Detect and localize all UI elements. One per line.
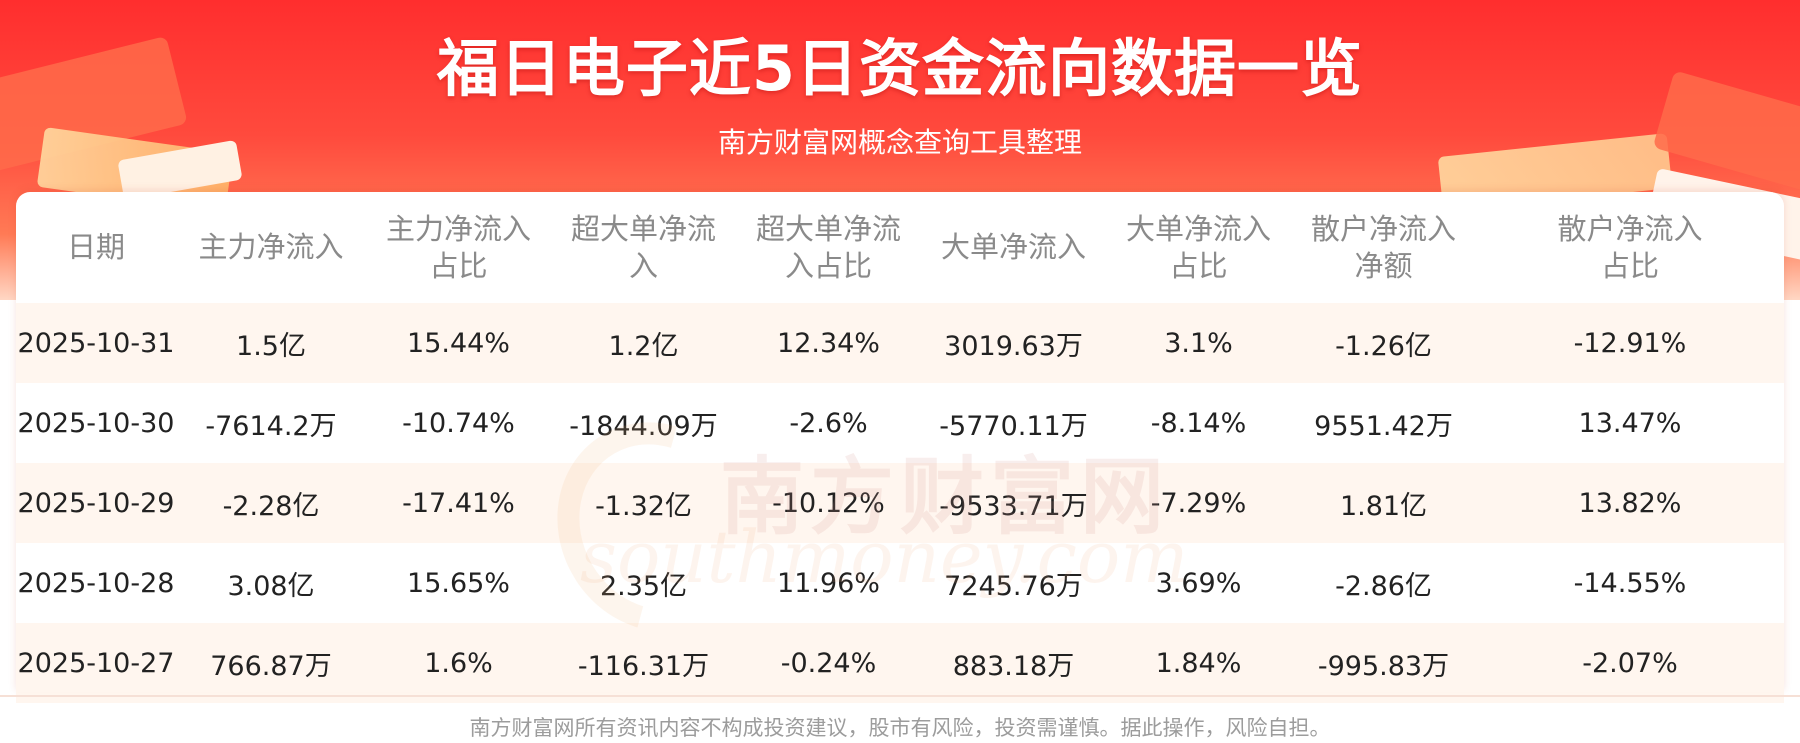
value-cell: 11.96%: [736, 543, 921, 623]
value-cell: -7.29%: [1106, 463, 1291, 543]
value-cell: -5770.11万: [921, 383, 1106, 463]
value-cell: -7614.2万: [176, 383, 366, 463]
table-body: 2025-10-31 1.5亿 15.44% 1.2亿 12.34% 3019.63万 3.…: [16, 303, 1784, 703]
value-cell: 1.2亿: [551, 303, 736, 383]
value-cell: 9551.42万: [1291, 383, 1476, 463]
column-header-line: 主力净流入: [198, 230, 344, 264]
value-cell: -1844.09万: [551, 383, 736, 463]
column-header-line: 超大单净流: [570, 211, 716, 246]
column-header-line: 散户净流入: [1310, 211, 1456, 246]
value-cell: 1.6%: [366, 623, 551, 703]
date-cell: 2025-10-31: [16, 303, 176, 383]
date-cell: 2025-10-27: [16, 623, 176, 703]
value-cell: 1.5亿: [176, 303, 366, 383]
table-row: 2025-10-28 3.08亿 15.65% 2.35亿 11.96% 7245.76万…: [16, 543, 1784, 623]
value-cell: 15.44%: [366, 303, 551, 383]
value-cell: -2.07%: [1476, 623, 1784, 703]
value-cell: 15.65%: [366, 543, 551, 623]
value-cell: -10.74%: [366, 383, 551, 463]
value-cell: -2.28亿: [176, 463, 366, 543]
value-cell: -14.55%: [1476, 543, 1784, 623]
value-cell: -1.32亿: [551, 463, 736, 543]
value-cell: -116.31万: [551, 623, 736, 703]
column-header-line: 入: [628, 248, 658, 283]
value-cell: -8.14%: [1106, 383, 1291, 463]
column-header-line: 占比: [429, 248, 488, 283]
value-cell: 1.81亿: [1291, 463, 1476, 543]
fund-flow-table: 日期 主力净流入 主力净流入 占比 超大单净流入超大单净流 入占比 大单净流入 大单净流入 占比…: [16, 192, 1784, 703]
footer-disclaimer: 南方财富网所有资讯内容不构成投资建议，股市有风险，投资需谨慎。据此操作，风险自担…: [469, 716, 1331, 740]
column-header-line: 占比: [1169, 248, 1228, 283]
date-cell: 2025-10-30: [16, 383, 176, 463]
table-row: 2025-10-27 766.87万 1.6% -116.31万 -0.24% 883.1…: [16, 623, 1784, 703]
column-header-line: 超大单净流: [755, 211, 901, 246]
column-header: 日期: [16, 192, 176, 303]
table-row: 2025-10-29 -2.28亿 -17.41% -1.32亿 -10.12% -953…: [16, 463, 1784, 543]
value-cell: 13.47%: [1476, 383, 1784, 463]
value-cell: 7245.76万: [921, 543, 1106, 623]
value-cell: -17.41%: [366, 463, 551, 543]
value-cell: -9533.71万: [921, 463, 1106, 543]
column-header-line: 散户净流入: [1557, 211, 1703, 246]
table-row: 2025-10-30 -7614.2万 -10.74% -1844.09万 -2.6% -…: [16, 383, 1784, 463]
value-cell: 1.84%: [1106, 623, 1291, 703]
column-header: 主力净流入: [176, 192, 366, 303]
column-header: 散户净流入 占比: [1476, 192, 1784, 303]
column-header-line: 大单净流入: [940, 230, 1086, 264]
value-cell: -1.26亿: [1291, 303, 1476, 383]
value-cell: 12.34%: [736, 303, 921, 383]
column-header-line: 占比: [1600, 248, 1659, 283]
column-header-line: 净额: [1354, 248, 1413, 283]
column-header-line: 主力净流入: [385, 211, 531, 246]
value-cell: -10.12%: [736, 463, 921, 543]
page-subtitle: 南方财富网概念查询工具整理: [717, 126, 1082, 159]
value-cell: 3019.63万: [921, 303, 1106, 383]
footer-divider: [0, 695, 1800, 697]
value-cell: -2.6%: [736, 383, 921, 463]
table-row: 2025-10-31 1.5亿 15.44% 1.2亿 12.34% 3019.63万 3.…: [16, 303, 1784, 383]
value-cell: 3.08亿: [176, 543, 366, 623]
value-cell: 766.87万: [176, 623, 366, 703]
value-cell: 883.18万: [921, 623, 1106, 703]
value-cell: 2.35亿: [551, 543, 736, 623]
value-cell: -12.91%: [1476, 303, 1784, 383]
column-header: 主力净流入 占比: [366, 192, 551, 303]
column-header: 散户净流入 净额: [1291, 192, 1476, 303]
value-cell: -0.24%: [736, 623, 921, 703]
column-header-line: 大单净流入: [1125, 211, 1271, 246]
date-cell: 2025-10-28: [16, 543, 176, 623]
column-header: 超大单净流入: [551, 192, 736, 303]
column-header: 大单净流入: [921, 192, 1106, 303]
column-header: 大单净流入 占比: [1106, 192, 1291, 303]
value-cell: 3.1%: [1106, 303, 1291, 383]
value-cell: -2.86亿: [1291, 543, 1476, 623]
value-cell: 3.69%: [1106, 543, 1291, 623]
table-header-row: 日期 主力净流入 主力净流入 占比 超大单净流入超大单净流 入占比 大单净流入 大单净流入 占比…: [16, 192, 1784, 303]
date-cell: 2025-10-29: [16, 463, 176, 543]
value-cell: -995.83万: [1291, 623, 1476, 703]
column-header-line: 入占比: [784, 248, 872, 283]
page-title: 福日电子近5日资金流向数据一览: [436, 32, 1364, 105]
value-cell: 13.82%: [1476, 463, 1784, 543]
column-header-line: 日期: [66, 230, 125, 264]
column-header: 超大单净流 入占比: [736, 192, 921, 303]
